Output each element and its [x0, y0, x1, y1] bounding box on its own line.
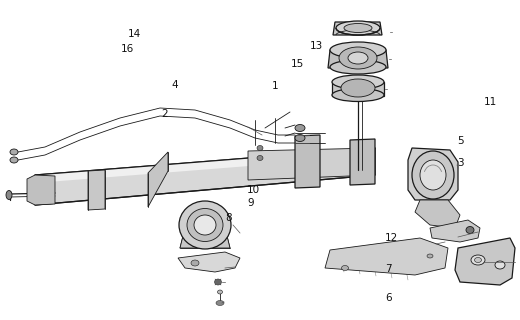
Ellipse shape — [342, 266, 348, 270]
Polygon shape — [248, 148, 375, 180]
Text: 8: 8 — [226, 212, 232, 223]
Polygon shape — [88, 170, 105, 210]
Text: 6: 6 — [385, 292, 392, 303]
Ellipse shape — [341, 79, 375, 97]
Ellipse shape — [471, 255, 485, 265]
Text: 9: 9 — [247, 198, 254, 208]
Polygon shape — [148, 152, 168, 207]
Ellipse shape — [412, 151, 454, 199]
Ellipse shape — [215, 279, 222, 285]
Text: 5: 5 — [458, 136, 464, 146]
Text: 11: 11 — [484, 97, 497, 108]
Ellipse shape — [330, 42, 386, 58]
Ellipse shape — [427, 254, 433, 258]
Ellipse shape — [475, 258, 482, 262]
Ellipse shape — [6, 190, 12, 199]
Polygon shape — [325, 238, 448, 275]
Polygon shape — [408, 148, 458, 200]
Ellipse shape — [332, 89, 384, 101]
Ellipse shape — [187, 209, 223, 242]
Ellipse shape — [179, 201, 231, 249]
Ellipse shape — [348, 52, 368, 64]
Polygon shape — [27, 175, 55, 205]
Polygon shape — [35, 148, 375, 205]
Text: 14: 14 — [127, 28, 140, 39]
Ellipse shape — [257, 156, 263, 161]
Polygon shape — [180, 228, 230, 248]
Polygon shape — [178, 252, 240, 272]
Ellipse shape — [495, 261, 505, 269]
Ellipse shape — [420, 160, 446, 190]
Text: 1: 1 — [272, 81, 279, 92]
Ellipse shape — [217, 290, 223, 294]
Polygon shape — [295, 135, 320, 188]
Ellipse shape — [295, 124, 305, 132]
Ellipse shape — [466, 227, 474, 234]
Polygon shape — [35, 148, 375, 183]
Polygon shape — [328, 50, 388, 68]
Ellipse shape — [194, 215, 216, 235]
Polygon shape — [333, 22, 382, 35]
Polygon shape — [430, 220, 480, 242]
Ellipse shape — [332, 75, 384, 89]
Ellipse shape — [216, 300, 224, 306]
Polygon shape — [350, 139, 375, 185]
Polygon shape — [332, 82, 384, 96]
Ellipse shape — [344, 23, 372, 33]
Text: 2: 2 — [161, 108, 168, 119]
Ellipse shape — [10, 149, 18, 155]
Polygon shape — [415, 200, 460, 228]
Text: 15: 15 — [291, 59, 304, 69]
Ellipse shape — [339, 47, 377, 69]
Ellipse shape — [330, 60, 386, 74]
Polygon shape — [455, 238, 515, 285]
Text: 10: 10 — [247, 185, 260, 196]
Text: 4: 4 — [172, 80, 178, 90]
Ellipse shape — [10, 157, 18, 163]
Ellipse shape — [295, 134, 305, 141]
Text: 3: 3 — [458, 158, 464, 168]
Text: 12: 12 — [385, 233, 398, 244]
Text: 13: 13 — [309, 41, 322, 52]
Ellipse shape — [191, 260, 199, 266]
Ellipse shape — [257, 146, 263, 150]
Ellipse shape — [336, 21, 380, 35]
Text: 7: 7 — [385, 264, 392, 274]
Text: 16: 16 — [121, 44, 134, 54]
